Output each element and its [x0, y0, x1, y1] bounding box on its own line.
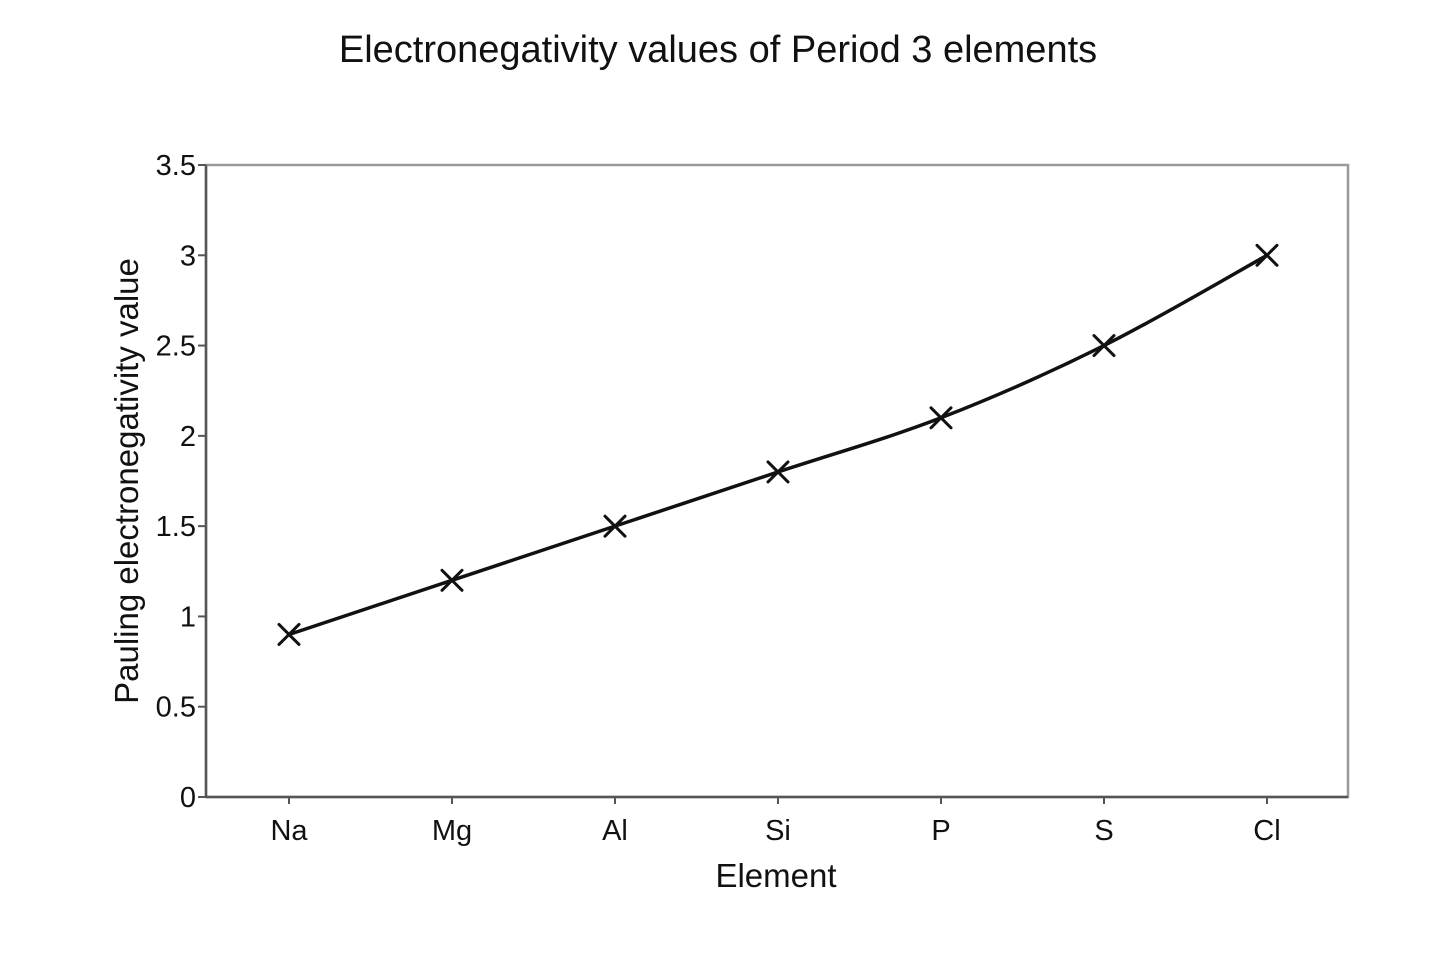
x-tick-label-na: Na: [270, 815, 308, 847]
y-tick-label: 1.5: [156, 511, 196, 543]
y-tick-label: 0.5: [156, 692, 196, 724]
data-point-cl: [1255, 243, 1279, 267]
x-tick-label-si: Si: [765, 815, 791, 847]
y-axis-ticks: 0 0.5 1 1.5 2 2.5 3 3.5: [156, 150, 206, 814]
x-tick-label-p: P: [931, 815, 950, 847]
y-tick-label: 2: [180, 421, 196, 453]
chart-title: Electronegativity values of Period 3 ele…: [339, 29, 1097, 71]
x-axis-ticks: Na Mg Al Si P S Cl: [270, 797, 1281, 847]
data-point-na: [277, 622, 301, 646]
y-tick-label: 1: [180, 601, 196, 633]
data-point-si: [766, 460, 790, 484]
x-tick-label-al: Al: [602, 815, 628, 847]
plot-area: [204, 163, 1350, 799]
x-tick-label-cl: Cl: [1253, 815, 1280, 847]
data-point-p: [929, 406, 953, 430]
data-point-mg: [440, 568, 464, 592]
x-tick-label-mg: Mg: [432, 815, 472, 847]
y-tick-label: 2.5: [156, 331, 196, 363]
y-tick-label: 3: [180, 240, 196, 272]
x-axis-title: Element: [715, 857, 836, 894]
x-tick-label-s: S: [1094, 815, 1113, 847]
data-markers: [277, 243, 1279, 646]
data-point-al: [603, 514, 627, 538]
y-tick-label: 0: [180, 782, 196, 814]
y-axis-title: Pauling electronegativity value: [108, 258, 145, 704]
data-point-s: [1092, 334, 1116, 358]
y-tick-label: 3.5: [156, 150, 196, 182]
